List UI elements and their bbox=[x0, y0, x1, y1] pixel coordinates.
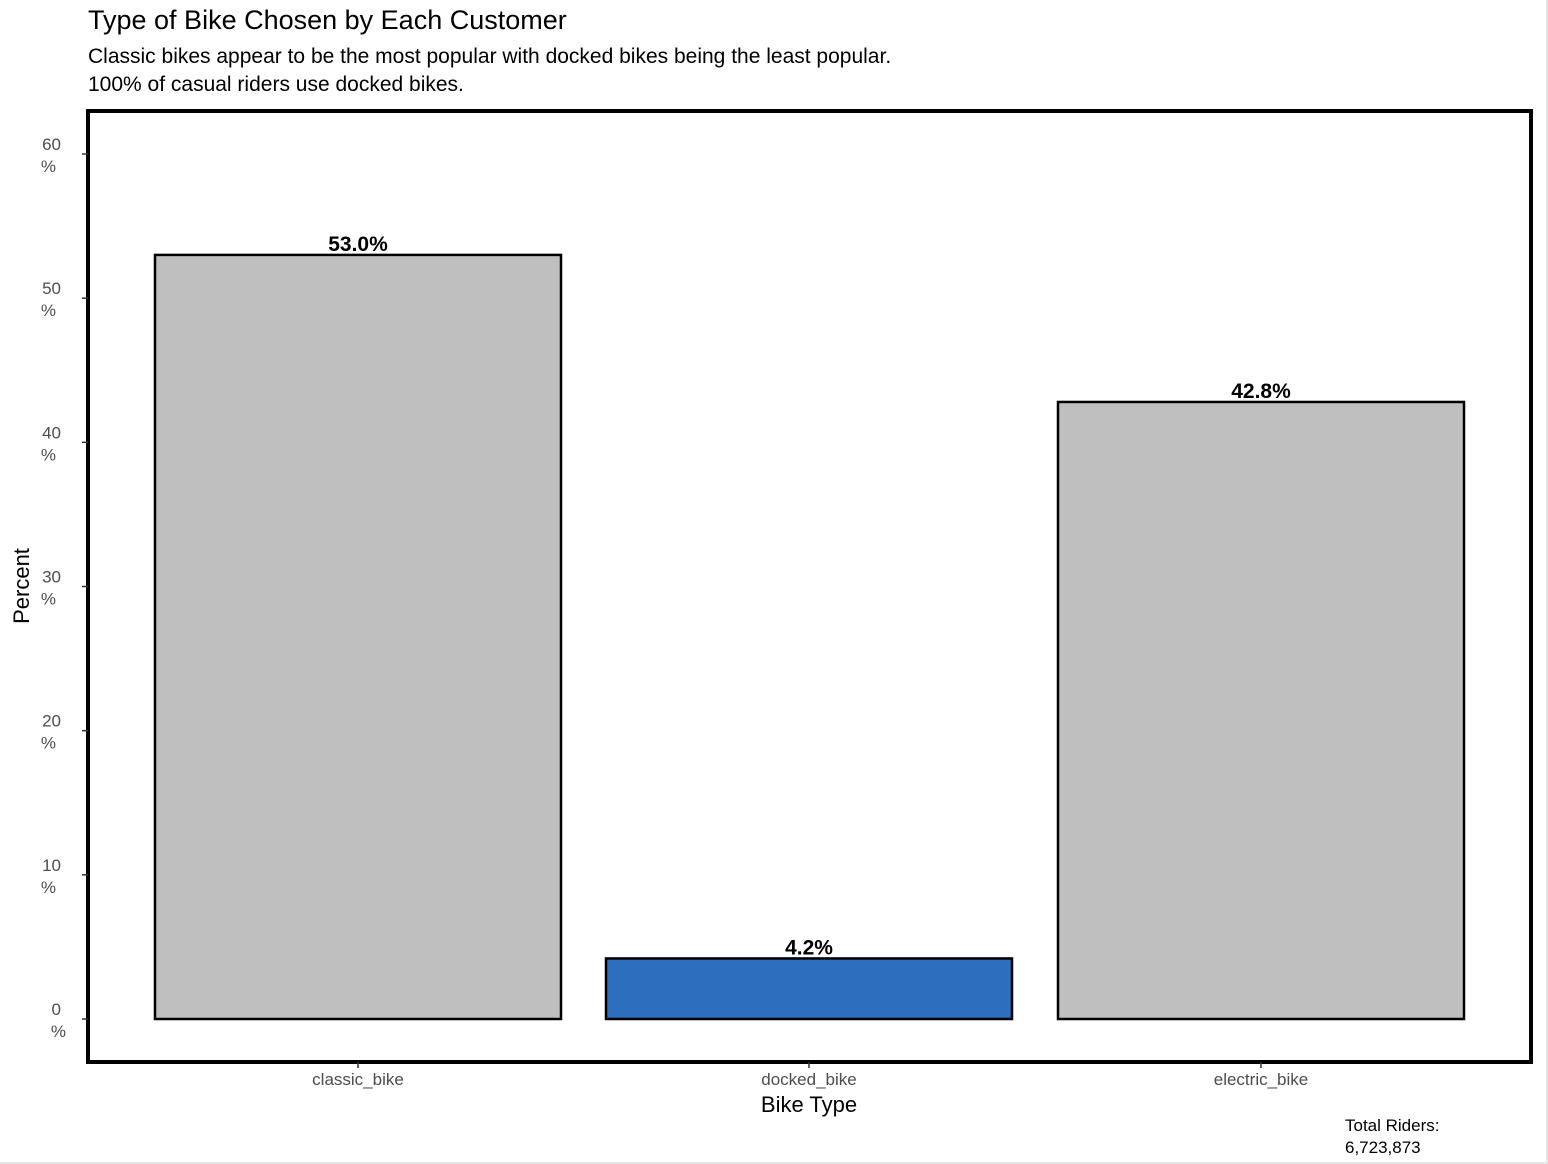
y-tick-label-10: 10% bbox=[41, 856, 61, 897]
chart-title: Type of Bike Chosen by Each Customer bbox=[88, 5, 567, 35]
y-tick-label-0: 0% bbox=[51, 1000, 66, 1041]
y-tick-label-20: 20% bbox=[41, 712, 61, 753]
x-tick-label-docked_bike: docked_bike bbox=[761, 1070, 856, 1089]
x-tick-label-electric_bike: electric_bike bbox=[1214, 1070, 1309, 1089]
x-axis: classic_bike docked_bike electric_bike bbox=[312, 1062, 1308, 1089]
x-axis-title: Bike Type bbox=[761, 1092, 857, 1117]
bar-classic_bike bbox=[153, 253, 563, 1021]
y-axis: 0 % 10 % 20 % 30 % 40 % 50 % 60% bbox=[41, 135, 88, 1041]
chart-subtitle-line-2: 100% of casual riders use docked bikes. bbox=[88, 73, 464, 96]
y-tick-label-30: 30% bbox=[41, 568, 61, 609]
caption-total-riders: Total Riders: 6,723,873 bbox=[1345, 1115, 1439, 1159]
y-tick-label-50: 50% bbox=[41, 279, 61, 320]
chart-subtitle-line-1: Classic bikes appear to be the most popu… bbox=[88, 45, 892, 68]
plot-marks: 53.0% 4.2% 42.8% bbox=[153, 233, 1466, 1021]
y-tick-label-60: 60% bbox=[41, 135, 61, 176]
bar-docked_bike bbox=[604, 957, 1014, 1021]
y-tick-label-40: 40% bbox=[41, 423, 61, 464]
data-label-classic_bike: 53.0% bbox=[328, 233, 388, 256]
data-label-electric_bike: 42.8% bbox=[1231, 380, 1291, 403]
caption-line-1: Total Riders: bbox=[1345, 1116, 1440, 1135]
bar-electric_bike bbox=[1056, 400, 1466, 1021]
y-axis-title: Percent bbox=[9, 548, 34, 624]
x-tick-label-classic_bike: classic_bike bbox=[312, 1070, 404, 1089]
caption-line-2: 6,723,873 bbox=[1345, 1138, 1421, 1157]
data-label-docked_bike: 4.2% bbox=[785, 936, 833, 959]
